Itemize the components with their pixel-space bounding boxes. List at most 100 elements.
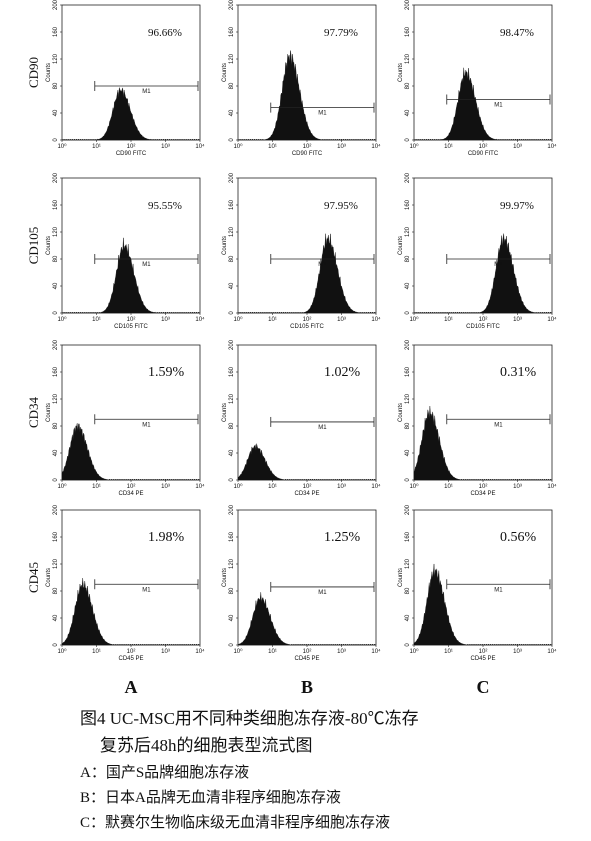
y-tick-label: 40 — [229, 109, 235, 116]
gate-label: M1 — [494, 262, 503, 268]
caption-legend: C：默赛尔生物临床级无血清非程序细胞冻存液 — [80, 813, 390, 831]
x-tick-label: 10² — [127, 144, 136, 150]
x-tick-label: 10² — [303, 317, 312, 323]
y-tick-label: 200 — [53, 504, 59, 515]
histogram — [61, 578, 200, 646]
y-tick-label: 160 — [229, 26, 235, 37]
x-tick-label: 10⁴ — [371, 143, 381, 150]
y-tick-label: 160 — [53, 199, 59, 210]
y-tick-label: 80 — [229, 587, 235, 594]
x-tick-label: 10⁰ — [233, 483, 243, 490]
x-tick-label: 10³ — [161, 317, 170, 323]
x-tick-label: 10⁴ — [547, 316, 557, 323]
x-tick-label: 10² — [479, 484, 488, 490]
x-tick-label: 10¹ — [444, 317, 453, 323]
x-tick-label: 10² — [479, 649, 488, 655]
gate-label: M1 — [494, 422, 503, 428]
y-tick-label: 40 — [405, 614, 411, 621]
plot-frame — [413, 177, 553, 314]
percent-label: 1.02% — [324, 365, 361, 380]
histogram — [413, 233, 552, 314]
y-tick-label: 0 — [229, 138, 235, 142]
y-tick-label: 40 — [53, 282, 59, 289]
y-tick-label: 200 — [229, 172, 235, 183]
histogram — [413, 406, 552, 481]
y-tick-label: 0 — [405, 643, 411, 647]
x-tick-label: 10¹ — [444, 144, 453, 150]
x-tick-label: 10⁰ — [409, 316, 419, 323]
x-axis-label: CD45 PE — [294, 656, 319, 662]
gate-label: M1 — [142, 587, 151, 593]
x-tick-label: 10⁴ — [547, 143, 557, 150]
x-tick-label: 10⁰ — [409, 483, 419, 490]
gate-label: M1 — [142, 422, 151, 428]
x-tick-label: 10¹ — [92, 317, 101, 323]
x-tick-label: 10³ — [161, 144, 170, 150]
x-tick-label: 10³ — [161, 484, 170, 490]
x-tick-label: 10² — [127, 317, 136, 323]
histogram — [413, 67, 552, 141]
y-tick-label: 80 — [53, 255, 59, 262]
x-axis-label: CD90 FITC — [292, 151, 323, 157]
y-tick-label: 0 — [405, 478, 411, 482]
y-tick-label: 160 — [229, 366, 235, 377]
histogram — [61, 423, 200, 481]
x-axis-label: CD34 PE — [118, 491, 143, 497]
histogram — [237, 233, 376, 314]
y-tick-label: 200 — [405, 504, 411, 515]
x-tick-label: 10² — [303, 649, 312, 655]
y-tick-label: 160 — [53, 366, 59, 377]
y-tick-label: 120 — [53, 393, 59, 404]
caption-title: 复苏后48h的细胞表型流式图 — [100, 736, 313, 755]
y-tick-label: 120 — [229, 226, 235, 237]
y-axis-label: Counts — [222, 63, 228, 82]
y-tick-label: 0 — [405, 138, 411, 142]
y-axis-label: Counts — [398, 568, 404, 587]
column-label: C — [477, 677, 490, 697]
x-tick-label: 10⁰ — [57, 316, 67, 323]
y-tick-label: 80 — [229, 422, 235, 429]
percent-label: 97.79% — [324, 27, 358, 39]
gate-label: M1 — [318, 425, 327, 431]
x-tick-label: 10⁰ — [233, 143, 243, 150]
x-axis-label: CD90 FITC — [116, 151, 147, 157]
histogram — [237, 592, 376, 646]
y-tick-label: 200 — [405, 172, 411, 183]
percent-label: 1.25% — [324, 530, 361, 545]
gate-label: M1 — [318, 590, 327, 596]
histogram — [413, 563, 552, 646]
gate-label: M1 — [142, 262, 151, 268]
y-tick-label: 120 — [405, 226, 411, 237]
y-axis-label: Counts — [398, 63, 404, 82]
x-tick-label: 10⁰ — [57, 143, 67, 150]
x-axis-label: CD105 FITC — [290, 324, 324, 330]
y-axis-label: Counts — [46, 236, 52, 255]
x-axis-label: CD34 PE — [294, 491, 319, 497]
x-tick-label: 10³ — [513, 317, 522, 323]
y-tick-label: 160 — [405, 366, 411, 377]
y-tick-label: 120 — [229, 558, 235, 569]
x-tick-label: 10¹ — [268, 484, 277, 490]
y-tick-label: 0 — [53, 478, 59, 482]
y-tick-label: 160 — [405, 199, 411, 210]
y-tick-label: 0 — [405, 311, 411, 315]
row-label: CD90 — [26, 57, 41, 88]
y-tick-label: 40 — [405, 109, 411, 116]
row-label: CD45 — [26, 562, 41, 593]
y-tick-label: 0 — [53, 643, 59, 647]
y-axis-label: Counts — [222, 403, 228, 422]
y-tick-label: 160 — [229, 531, 235, 542]
y-tick-label: 40 — [405, 282, 411, 289]
x-tick-label: 10⁰ — [57, 648, 67, 655]
x-tick-label: 10¹ — [444, 649, 453, 655]
y-tick-label: 200 — [229, 504, 235, 515]
y-axis-label: Counts — [46, 403, 52, 422]
y-tick-label: 80 — [229, 255, 235, 262]
y-tick-label: 160 — [229, 199, 235, 210]
x-axis-label: CD45 PE — [470, 656, 495, 662]
y-tick-label: 160 — [53, 531, 59, 542]
y-tick-label: 200 — [53, 339, 59, 350]
percent-label: 0.56% — [500, 530, 537, 545]
histogram — [61, 87, 200, 141]
y-tick-label: 80 — [53, 422, 59, 429]
